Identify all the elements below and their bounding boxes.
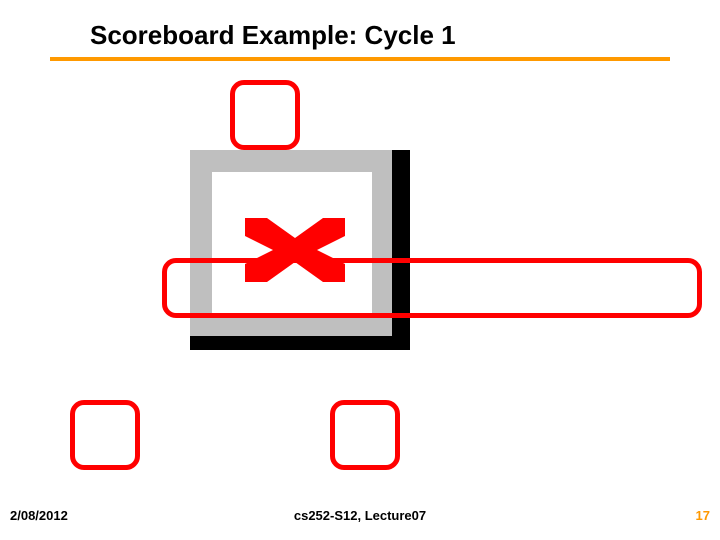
title-underline	[50, 57, 670, 61]
slide-title: Scoreboard Example: Cycle 1	[50, 20, 670, 57]
footer-date: 2/08/2012	[10, 508, 68, 523]
highlight-box-3	[330, 400, 400, 470]
black-right-border	[392, 150, 410, 350]
highlight-box-2	[70, 400, 140, 470]
footer: 2/08/2012 cs252-S12, Lecture07 17	[0, 508, 720, 528]
black-bottom-border	[190, 336, 410, 350]
footer-page: 17	[696, 508, 710, 523]
title-area: Scoreboard Example: Cycle 1	[50, 20, 670, 61]
highlight-box-1	[162, 258, 702, 318]
center-graphic	[190, 150, 410, 350]
highlight-box-0	[230, 80, 300, 150]
footer-center: cs252-S12, Lecture07	[294, 508, 426, 523]
